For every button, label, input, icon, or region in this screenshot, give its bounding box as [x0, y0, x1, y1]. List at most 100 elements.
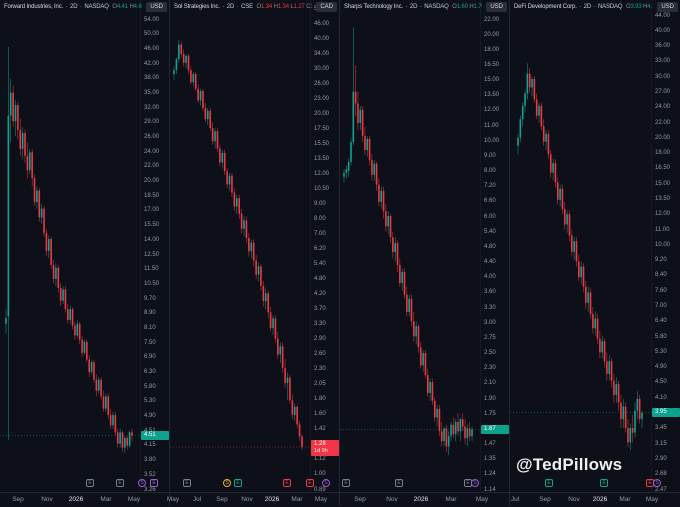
price-tick-label: 1.60: [314, 411, 326, 418]
earnings-badge[interactable]: E: [150, 479, 158, 487]
price-tick-label: 6.00: [484, 213, 496, 220]
ohlc-key: O: [256, 4, 262, 10]
ohlc-value: 3.93: [630, 4, 644, 10]
split-badge[interactable]: S: [322, 479, 330, 487]
currency-toggle-button[interactable]: USD: [146, 2, 167, 12]
currency-toggle-button[interactable]: CAD: [316, 2, 337, 12]
price-tick-label: 11.00: [484, 122, 499, 129]
price-tick-label: 2.47: [655, 486, 667, 493]
currency-toggle-button[interactable]: USD: [486, 2, 507, 12]
candlestick-plot[interactable]: [170, 0, 312, 492]
candle: [552, 158, 554, 181]
price-tick-label: 5.30: [144, 398, 156, 405]
price-tick-label: 2.90: [314, 336, 326, 343]
symbol-legend[interactable]: Forward Industries, Inc. - 2D - NASDAQ O…: [4, 3, 142, 11]
candle: [257, 262, 260, 282]
candle: [289, 375, 291, 404]
earnings-badge[interactable]: E: [183, 479, 191, 487]
candle: [33, 174, 36, 206]
interval-label[interactable]: 2D: [583, 4, 592, 10]
price-tick-label: 9.00: [314, 200, 326, 207]
candle: [185, 54, 187, 69]
candle: [31, 148, 33, 187]
price-tick-label: 1.00: [314, 471, 326, 478]
candle: [378, 178, 380, 207]
candlestick-plot[interactable]: [0, 0, 142, 492]
symbol-legend[interactable]: Sharps Technology Inc. - 2D - NASDAQ O1.…: [344, 3, 482, 11]
price-axis[interactable]: 22.00 20.00 18.00 16.50 15.00 13.50 12.00 11.00…: [480, 0, 509, 493]
candlestick-plot[interactable]: [340, 0, 482, 492]
chart-panel-sharps-technology[interactable]: Sharps Technology Inc. - 2D - NASDAQ O1.…: [340, 0, 510, 507]
price-tick-label: 2.68: [655, 471, 667, 478]
interval-label[interactable]: 2D: [409, 4, 418, 10]
candlestick-plot[interactable]: [510, 0, 652, 492]
symbol-title[interactable]: Sharps Technology Inc.: [344, 4, 403, 10]
earnings-badge[interactable]: E: [234, 479, 242, 487]
price-tick-label: 18.00: [655, 150, 671, 157]
candle: [366, 135, 369, 157]
price-tick-label: 14.00: [144, 236, 160, 243]
earnings-badge[interactable]: E: [116, 479, 124, 487]
candle: [413, 311, 415, 342]
earnings-badge[interactable]: E: [600, 479, 608, 487]
price-tick-label: 35.00: [144, 89, 160, 96]
split-badge[interactable]: S: [471, 479, 479, 487]
time-axis[interactable]: Sep Nov 2026 Mar May: [340, 492, 509, 507]
earnings-badge[interactable]: E: [86, 479, 94, 487]
candle: [538, 102, 540, 123]
candle: [67, 304, 69, 324]
candle: [563, 202, 566, 230]
candle: [173, 66, 175, 81]
interval-label[interactable]: 2D: [226, 4, 235, 10]
chart-panel-sol-strategies[interactable]: Sol Strategies Inc. - 2D - CSE O1.34 H1.…: [167, 0, 340, 507]
time-axis[interactable]: Sep Nov 2026 Mar May: [0, 492, 169, 507]
chart-panel-forward-industries[interactable]: Forward Industries, Inc. - 2D - NASDAQ O…: [0, 0, 170, 507]
symbol-legend[interactable]: Sol Strategies Inc. - 2D - CSE O1.34 H1.…: [174, 3, 312, 11]
candle: [97, 377, 100, 394]
price-tick-label: 27.00: [655, 88, 671, 95]
earnings-badge[interactable]: E: [306, 479, 314, 487]
ohlc-value: 4.41: [116, 4, 130, 10]
split-badge[interactable]: S: [138, 479, 146, 487]
interval-label[interactable]: 2D: [70, 4, 78, 10]
price-axis[interactable]: 54.00 50.00 46.00 42.00 38.00 35.00 32.00 29.00…: [140, 0, 169, 493]
price-tick-label: 6.20: [314, 246, 326, 252]
price-axis[interactable]: 52.0046.0040.0034.0030.0026.0023.0020.00…: [310, 0, 339, 493]
currency-toggle-button[interactable]: USD: [657, 2, 678, 12]
candle: [573, 236, 575, 260]
time-tick-label: 2026: [592, 496, 608, 503]
time-axis[interactable]: Jul Sep Nov 2026 Mar May: [510, 492, 680, 507]
price-tick-label: 16.50: [484, 61, 500, 68]
price-tick-label: 8.10: [144, 324, 156, 331]
earnings-badge[interactable]: E: [545, 479, 553, 487]
candle: [622, 398, 625, 428]
earnings-badge[interactable]: E: [342, 479, 350, 487]
candle: [52, 259, 55, 284]
symbol-title[interactable]: DeFi Development Corp.: [514, 4, 577, 10]
candle: [613, 373, 615, 403]
split-badge[interactable]: S: [653, 479, 661, 487]
symbol-title[interactable]: Forward Industries, Inc.: [4, 4, 64, 10]
split-badge[interactable]: S: [223, 479, 231, 487]
candle: [578, 254, 580, 281]
candle: [359, 105, 362, 131]
candle: [109, 408, 112, 429]
candle: [83, 339, 86, 356]
symbol-legend[interactable]: DeFi Development Corp. - 2D - NASDAQ O3.…: [514, 3, 652, 11]
time-axis[interactable]: May Jul Sep Nov 2026 Mar May: [167, 492, 339, 507]
time-tick-label: Jul: [510, 496, 520, 503]
earnings-badge[interactable]: E: [283, 479, 291, 487]
symbol-title[interactable]: Sol Strategies Inc.: [174, 4, 220, 10]
candle: [81, 335, 83, 358]
price-axis[interactable]: 44.00 40.00 36.00 33.00 30.00 27.00 24.00 22.00…: [651, 0, 680, 493]
candle: [38, 187, 41, 222]
price-tick-label: 30.00: [314, 65, 330, 72]
last-price-label: 4.51: [141, 431, 169, 441]
last-price-label: 1.28 1d 9h: [311, 440, 339, 457]
chart-panel-defi-development[interactable]: DeFi Development Corp. - 2D - NASDAQ O3.…: [510, 0, 680, 507]
price-tick-label: 11.00: [655, 226, 670, 233]
earnings-badge[interactable]: E: [395, 479, 403, 487]
candle: [592, 307, 594, 334]
price-tick-label: 6.30: [144, 369, 156, 375]
candle: [17, 102, 19, 140]
